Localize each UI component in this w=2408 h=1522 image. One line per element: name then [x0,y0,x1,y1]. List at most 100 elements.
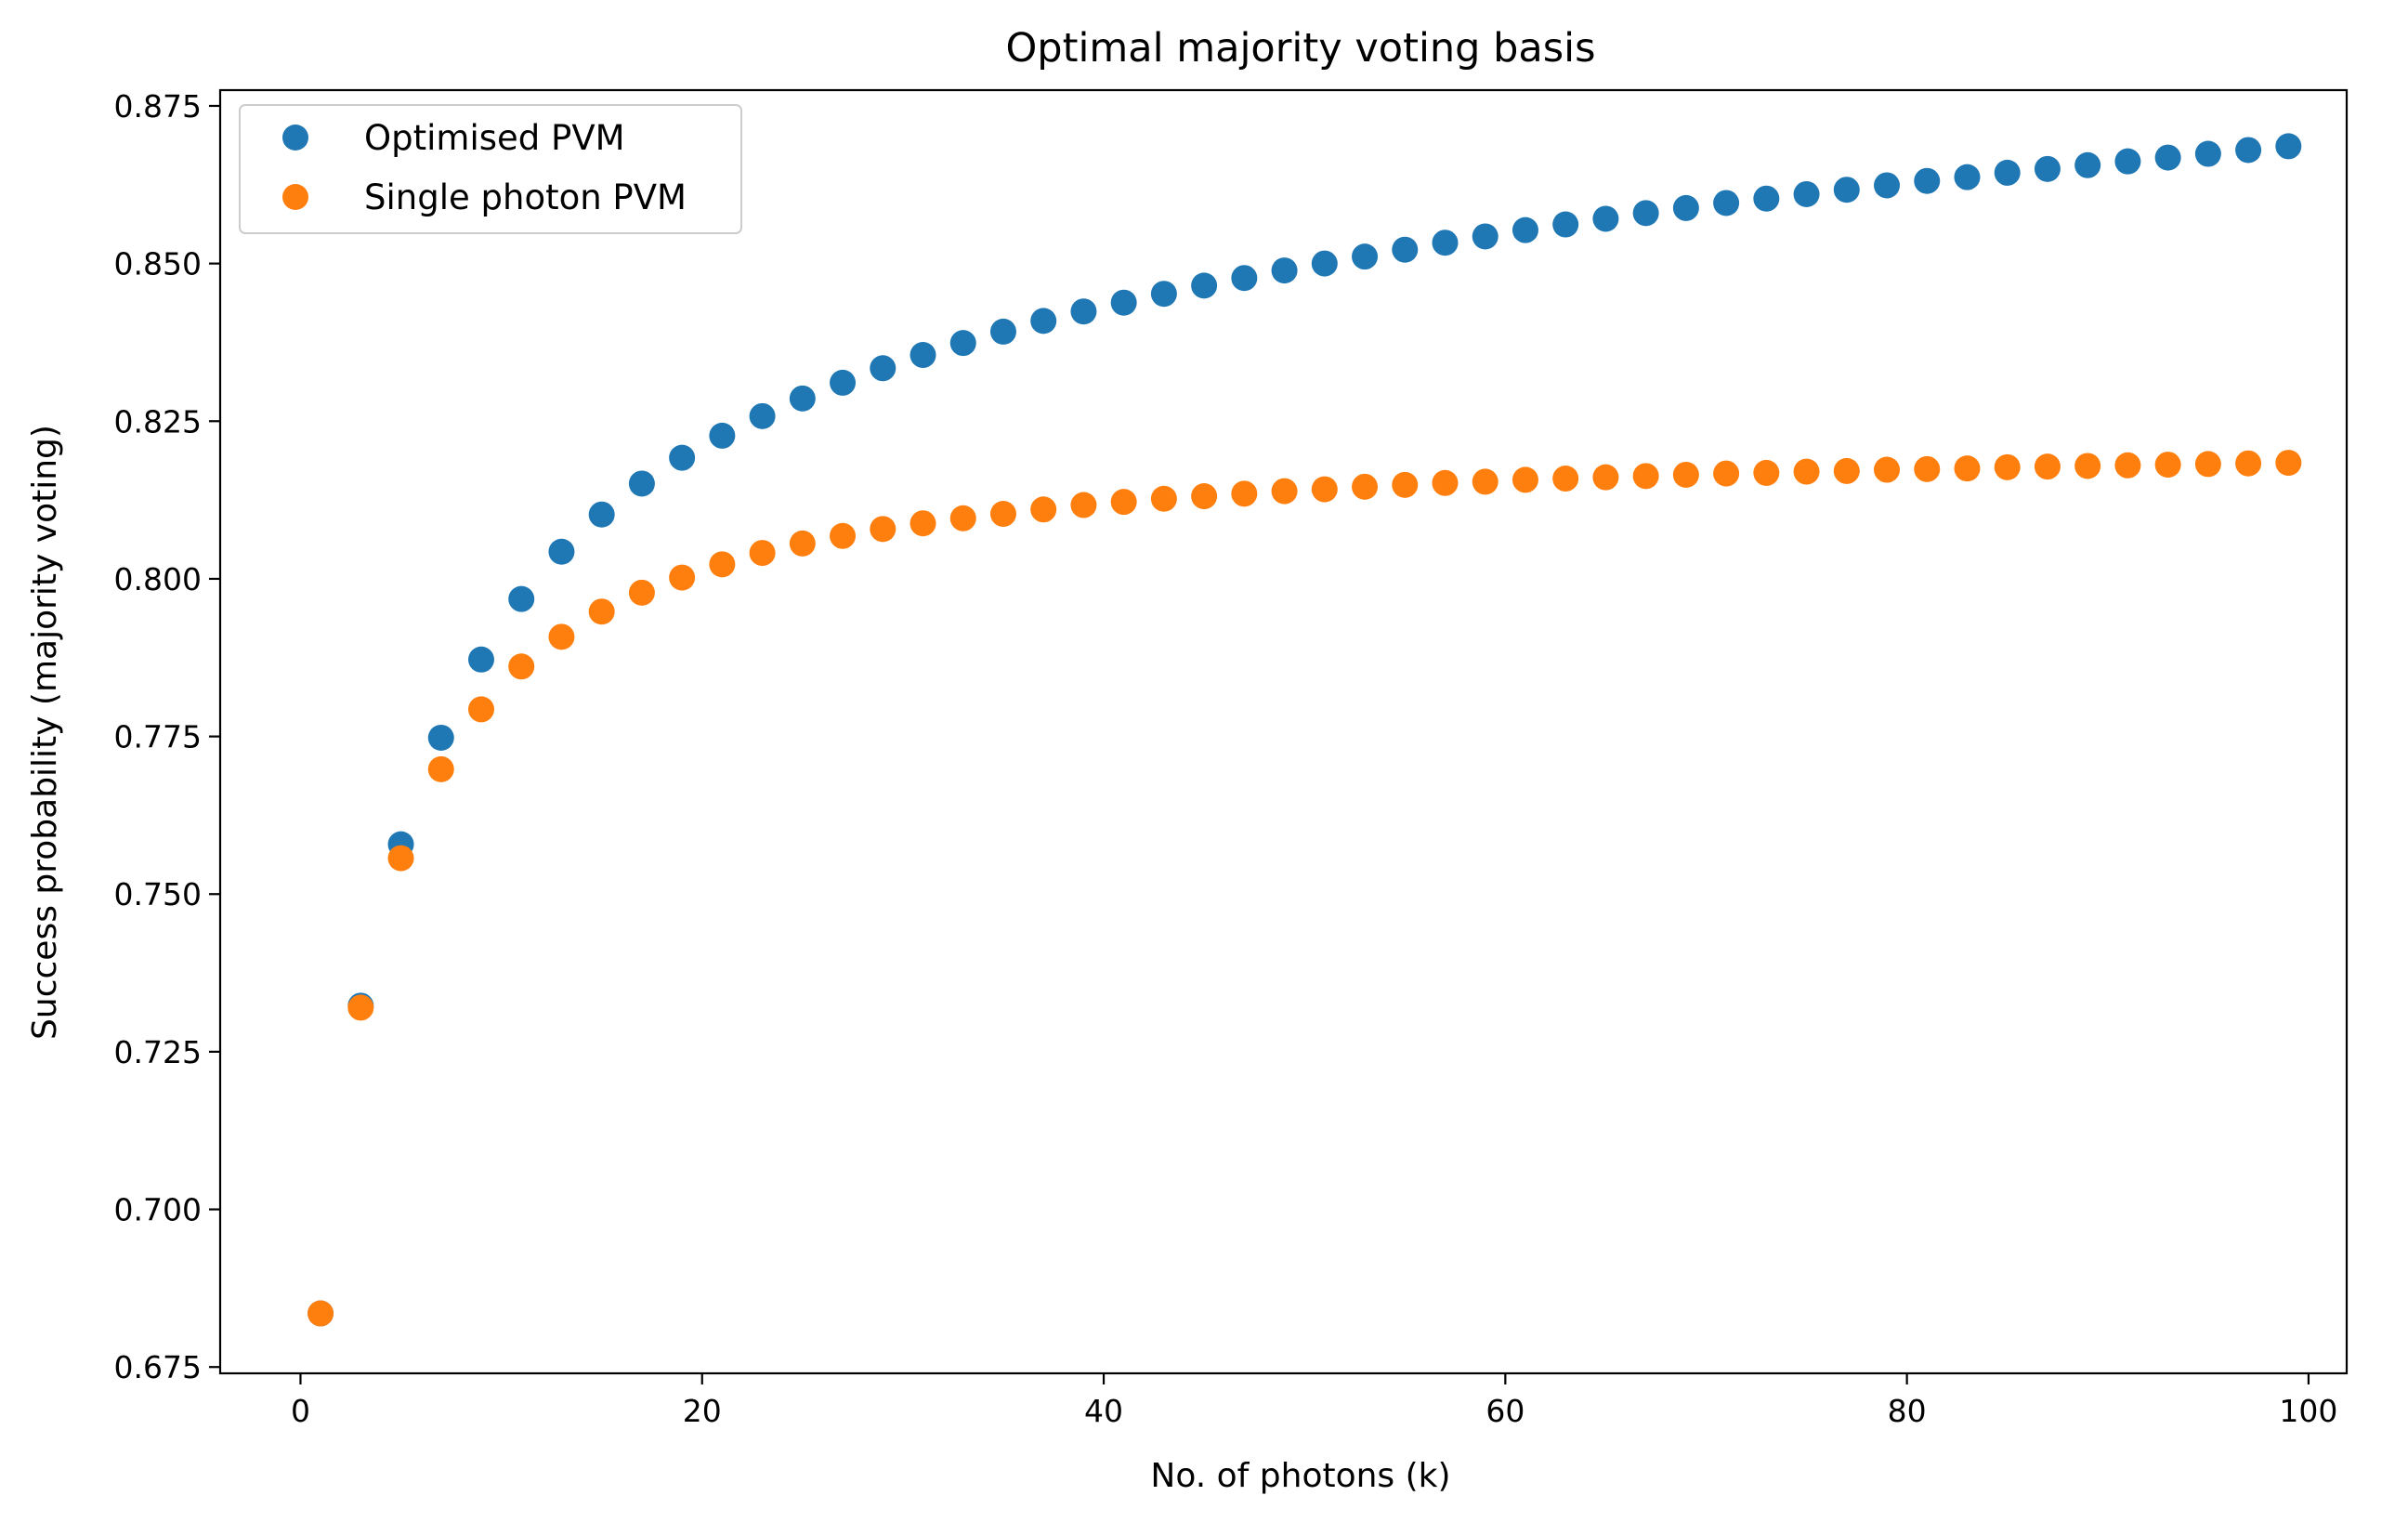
data-point [1030,496,1057,523]
data-point [1070,298,1097,325]
data-point [2194,140,2221,167]
data-point [628,579,655,606]
legend-marker-single-photon-pvm [282,184,308,210]
data-point [1110,489,1137,516]
data-point [427,755,454,782]
data-point [1512,216,1538,243]
data-point [1231,265,1258,292]
x-tick-label: 0 [291,1393,310,1429]
data-point [1713,190,1740,216]
data-point [709,422,736,449]
series-single-photon-pvm [308,450,2302,1327]
data-point [2194,451,2221,478]
data-point [588,501,615,528]
data-point [1311,476,1338,503]
y-tick-label: 0.725 [114,1034,202,1070]
data-point [1271,257,1298,284]
data-point [1632,463,1659,490]
legend-box [239,104,742,234]
data-point [1994,159,2021,186]
data-point [1793,458,1820,485]
data-point [1030,308,1057,335]
data-point [2114,148,2141,175]
data-point [669,564,696,591]
data-point [949,505,976,531]
x-axis-ticks: 0 20 40 60 80 100 [291,1373,2337,1429]
data-point [2074,453,2101,479]
data-point [870,355,896,382]
data-point [2235,137,2262,164]
data-point [347,994,374,1021]
data-point [467,646,494,673]
data-point [2154,452,2181,479]
data-point [1994,453,2021,480]
data-point [548,538,575,565]
data-point [1472,223,1498,250]
data-point [1672,194,1699,221]
data-point [2275,450,2302,477]
data-point [2154,144,2181,171]
chart-title: Optimal majority voting basis [1005,25,1595,72]
data-point [1753,185,1780,212]
data-point [709,551,736,578]
data-point [467,696,494,723]
data-point [1231,480,1258,507]
data-point [830,522,857,549]
y-tick-label: 0.850 [114,246,202,282]
data-points [308,133,2302,1327]
data-point [1352,473,1379,500]
data-point [749,540,776,567]
data-point [989,501,1016,528]
x-tick-label: 80 [1888,1393,1927,1429]
data-point [1552,211,1579,238]
x-tick-label: 100 [2279,1393,2337,1429]
y-tick-label: 0.700 [114,1192,202,1228]
data-point [508,653,535,680]
data-point [588,598,615,625]
data-point [2114,452,2141,479]
legend-marker-optimised-pvm [282,125,308,151]
data-point [1352,243,1379,270]
series-optimised-pvm [308,133,2302,1327]
data-point [949,330,976,357]
plot-area-frame [218,88,2349,1375]
y-tick-label: 0.775 [114,719,202,755]
data-point [1271,478,1298,505]
legend: Optimised PVM Single photon PVM [239,104,742,234]
legend-label-single-photon-pvm: Single photon PVM [364,177,687,217]
data-point [1632,200,1659,227]
data-point [308,1300,334,1327]
data-point [1954,455,1981,482]
data-point [387,845,414,872]
data-point [1110,289,1137,316]
data-point [1874,456,1901,483]
data-point [749,402,776,429]
x-tick-label: 60 [1485,1393,1525,1429]
y-axis-ticks: 0.675 0.700 0.725 0.750 0.775 0.800 0.825 0.850… [114,88,220,1385]
data-point [1311,250,1338,277]
data-point [910,342,936,369]
data-point [1432,469,1459,496]
data-point [1552,466,1579,492]
data-point [1432,230,1459,256]
data-point [1833,177,1860,203]
data-point [2235,450,2262,477]
data-point [1191,483,1218,510]
data-point [1914,167,1941,194]
data-point [1793,180,1820,207]
data-point [2034,155,2061,182]
y-axis-label: Success probability (majority voting) [26,425,64,1040]
y-tick-label: 0.800 [114,561,202,597]
data-point [789,385,816,412]
data-point [1472,468,1498,495]
data-point [1392,236,1419,263]
data-point [789,530,816,557]
data-point [1150,281,1177,308]
data-point [2074,151,2101,178]
data-point [910,510,936,537]
x-tick-label: 20 [683,1393,722,1429]
data-point [508,585,535,612]
data-point [427,724,454,751]
data-point [669,444,696,471]
